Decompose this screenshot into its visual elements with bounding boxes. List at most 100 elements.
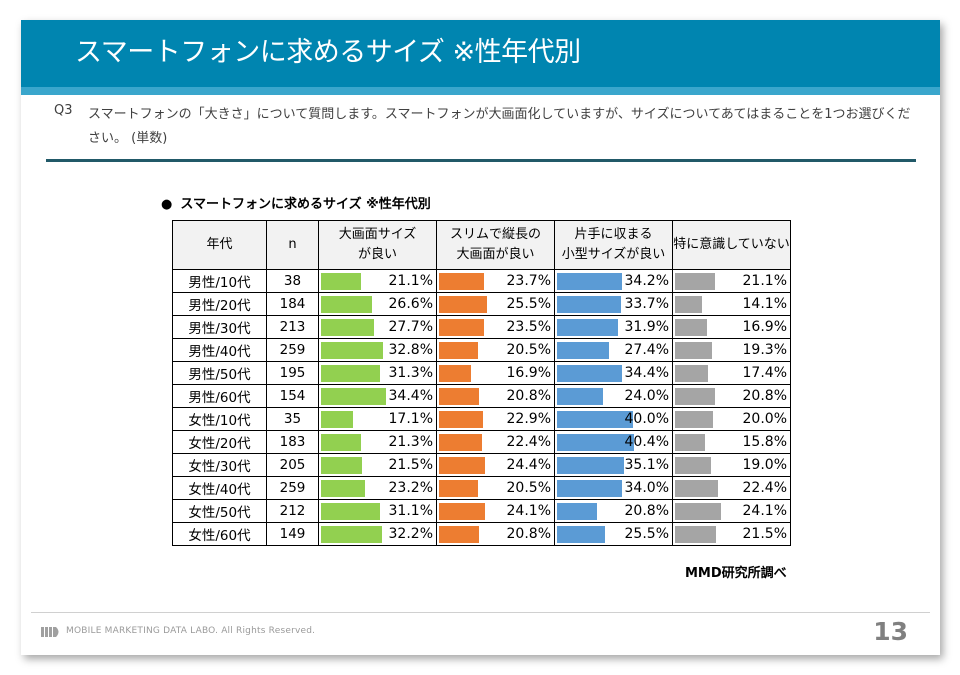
cell-large-screen: 21.3% <box>318 430 437 454</box>
value-label: 34.4% <box>624 365 669 381</box>
source-note: MMD研究所調べ <box>685 566 787 581</box>
row-sample-size: 205 <box>266 453 319 477</box>
value-label: 25.5% <box>624 526 669 542</box>
bar-no-preference <box>675 342 712 359</box>
bar-no-preference <box>675 526 716 543</box>
bar-no-preference <box>675 434 706 451</box>
cell-slim-tall: 23.7% <box>436 269 555 293</box>
bar-slim-tall <box>439 342 478 359</box>
table-row: 男性/20代 184 26.6% 25.5% 33.7% 14.1% <box>172 292 791 316</box>
cell-no-preference: 19.0% <box>672 453 791 477</box>
cell-slim-tall: 20.5% <box>436 338 555 362</box>
cell-compact: 40.4% <box>554 430 673 454</box>
bar-compact <box>557 342 610 359</box>
column-header: 年代 <box>172 220 267 270</box>
cell-slim-tall: 20.8% <box>436 384 555 408</box>
value-label: 16.9% <box>742 319 787 335</box>
bar-large-screen <box>321 342 384 359</box>
bar-compact <box>557 457 624 474</box>
cell-large-screen: 21.5% <box>318 453 437 477</box>
cell-no-preference: 15.8% <box>672 430 791 454</box>
value-label: 34.0% <box>624 480 669 496</box>
value-label: 34.4% <box>388 388 433 404</box>
bar-slim-tall <box>439 319 484 336</box>
table-row: 男性/40代 259 32.8% 20.5% 27.4% 19.3% <box>172 338 791 362</box>
value-label: 20.0% <box>742 411 787 427</box>
value-label: 20.8% <box>742 388 787 404</box>
cell-no-preference: 21.5% <box>672 522 791 546</box>
table-title: ● スマートフォンに求めるサイズ ※性年代別 <box>161 193 431 212</box>
value-label: 23.7% <box>506 273 551 289</box>
cell-compact: 24.0% <box>554 384 673 408</box>
bar-compact <box>557 388 603 405</box>
value-label: 20.8% <box>506 388 551 404</box>
cell-slim-tall: 22.9% <box>436 407 555 431</box>
table-title-text: スマートフォンに求めるサイズ ※性年代別 <box>180 197 431 212</box>
value-label: 24.4% <box>506 457 551 473</box>
cell-large-screen: 31.1% <box>318 499 437 523</box>
bar-large-screen <box>321 365 381 382</box>
column-header-line1: 年代 <box>206 237 233 252</box>
column-header-line1: n <box>288 237 297 252</box>
bar-compact <box>557 434 634 451</box>
cell-compact: 27.4% <box>554 338 673 362</box>
bar-slim-tall <box>439 296 488 313</box>
cell-slim-tall: 16.9% <box>436 361 555 385</box>
cell-slim-tall: 20.8% <box>436 522 555 546</box>
bar-large-screen <box>321 296 372 313</box>
bar-slim-tall <box>439 273 485 290</box>
value-label: 24.0% <box>624 388 669 404</box>
value-label: 21.5% <box>388 457 433 473</box>
table-row: 男性/50代 195 31.3% 16.9% 34.4% 17.4% <box>172 361 791 385</box>
cell-compact: 34.4% <box>554 361 673 385</box>
row-group-label: 女性/30代 <box>172 453 267 477</box>
column-header-line2: が良い <box>357 247 397 262</box>
cell-large-screen: 26.6% <box>318 292 437 316</box>
value-label: 20.8% <box>506 526 551 542</box>
cell-large-screen: 21.1% <box>318 269 437 293</box>
bar-large-screen <box>321 273 362 290</box>
cell-large-screen: 32.2% <box>318 522 437 546</box>
bar-large-screen <box>321 319 374 336</box>
page-number: 13 <box>873 617 908 646</box>
bar-slim-tall <box>439 503 485 520</box>
value-label: 21.1% <box>742 273 787 289</box>
cell-slim-tall: 24.4% <box>436 453 555 477</box>
value-label: 32.8% <box>388 342 433 358</box>
table-row: 女性/10代 35 17.1% 22.9% 40.0% 20.0% <box>172 407 791 431</box>
column-header-line2: 小型サイズが良い <box>561 247 666 262</box>
bar-large-screen <box>321 434 362 451</box>
column-header: 特に意識していない <box>672 220 791 270</box>
bar-no-preference <box>675 457 712 474</box>
row-sample-size: 183 <box>266 430 319 454</box>
bar-slim-tall <box>439 388 479 405</box>
header-stripe <box>21 87 940 95</box>
bar-slim-tall <box>439 411 483 428</box>
value-label: 26.6% <box>388 296 433 312</box>
cell-no-preference: 21.1% <box>672 269 791 293</box>
value-label: 21.1% <box>388 273 433 289</box>
value-label: 27.7% <box>388 319 433 335</box>
bar-large-screen <box>321 457 362 474</box>
bar-slim-tall <box>439 434 482 451</box>
page-title: スマートフォンに求めるサイズ ※性年代別 <box>75 37 581 68</box>
column-header-line1: スリムで縦長の <box>449 227 541 242</box>
bar-compact <box>557 296 622 313</box>
cell-no-preference: 24.1% <box>672 499 791 523</box>
cell-large-screen: 17.1% <box>318 407 437 431</box>
cell-no-preference: 20.8% <box>672 384 791 408</box>
column-header: スリムで縦長の 大画面が良い <box>436 220 555 270</box>
bar-compact <box>557 526 606 543</box>
bar-no-preference <box>675 296 702 313</box>
cell-no-preference: 14.1% <box>672 292 791 316</box>
table-row: 男性/10代 38 21.1% 23.7% 34.2% 21.1% <box>172 269 791 293</box>
row-sample-size: 213 <box>266 315 319 339</box>
column-header: 片手に収まる 小型サイズが良い <box>554 220 673 270</box>
value-label: 16.9% <box>506 365 551 381</box>
cell-compact: 25.5% <box>554 522 673 546</box>
cell-compact: 34.0% <box>554 476 673 500</box>
row-group-label: 男性/20代 <box>172 292 267 316</box>
value-label: 31.3% <box>388 365 433 381</box>
bar-compact <box>557 503 597 520</box>
bar-large-screen <box>321 388 387 405</box>
